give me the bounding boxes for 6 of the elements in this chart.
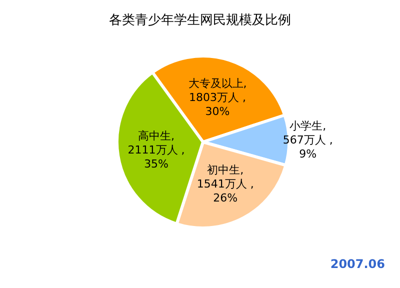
slice-label: 高中生, 2111万人 , 35% xyxy=(128,129,185,170)
slice-label: 大专及以上, 1803万人 , 30% xyxy=(188,76,247,118)
chart-title: 各类青少年学生网民规模及比例 xyxy=(109,13,291,28)
slice-label: 初中生, 1541万人 , 26% xyxy=(196,164,254,205)
text: 2007.06 xyxy=(330,257,385,271)
slice-label: 小学生, 567万人 , 9% xyxy=(282,120,333,161)
